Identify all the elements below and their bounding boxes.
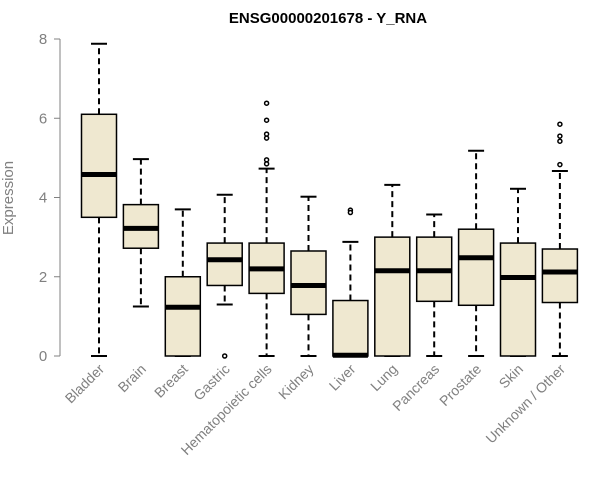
box-brain — [122, 158, 160, 308]
box-body — [80, 113, 118, 219]
x-tick-label: Lung — [367, 361, 400, 394]
outlier-point — [263, 161, 270, 167]
y-axis: 0 2 4 6 8 — [39, 31, 61, 365]
outlier-point — [263, 117, 270, 123]
box-body — [332, 299, 369, 357]
box-body — [164, 276, 202, 357]
box-bladder — [80, 42, 118, 357]
box-body — [374, 236, 411, 357]
box-body — [457, 228, 495, 307]
outlier-point — [347, 209, 354, 216]
outlier-point — [263, 135, 270, 141]
outlier-point — [263, 100, 270, 106]
box-body — [541, 248, 579, 304]
box-lung — [374, 183, 411, 357]
box-hematopoietic-cells — [248, 100, 285, 357]
y-tick-label: 2 — [39, 269, 47, 286]
y-tick-label: 6 — [39, 110, 47, 127]
y-axis-label: Expression — [0, 161, 17, 235]
box-breast — [164, 208, 202, 357]
y-tick-label: 4 — [39, 190, 47, 207]
x-tick-label: Brain — [115, 361, 149, 395]
box-prostate — [457, 149, 495, 357]
x-tick-label: Liver — [326, 361, 359, 394]
box-body — [290, 250, 327, 316]
boxes-group — [80, 42, 579, 359]
box-body — [206, 242, 243, 287]
x-tick-label: Unknown / Other — [482, 361, 568, 447]
outlier-point — [557, 161, 563, 168]
x-tick-label: Kidney — [275, 361, 317, 403]
y-tick-label: 8 — [39, 31, 47, 48]
y-tick-label: 0 — [39, 348, 47, 365]
outlier-point — [557, 121, 563, 127]
box-skin — [499, 187, 537, 357]
box-liver — [332, 207, 369, 358]
chart-title: ENSG00000201678 - Y_RNA — [229, 10, 427, 27]
outlier-point — [557, 138, 563, 144]
box-unknown-other — [541, 121, 579, 357]
outlier-point — [221, 353, 228, 359]
box-kidney — [290, 195, 327, 357]
box-pancreas — [415, 213, 453, 357]
box-body — [499, 242, 537, 357]
x-tick-label: Pancreas — [389, 361, 442, 414]
box-gastric — [206, 193, 243, 359]
x-tick-label: Skin — [496, 361, 527, 392]
x-tick-label: Prostate — [436, 361, 484, 409]
x-tick-label: Breast — [151, 361, 191, 401]
x-tick-label: Bladder — [62, 361, 108, 407]
outlier-point — [557, 133, 563, 139]
